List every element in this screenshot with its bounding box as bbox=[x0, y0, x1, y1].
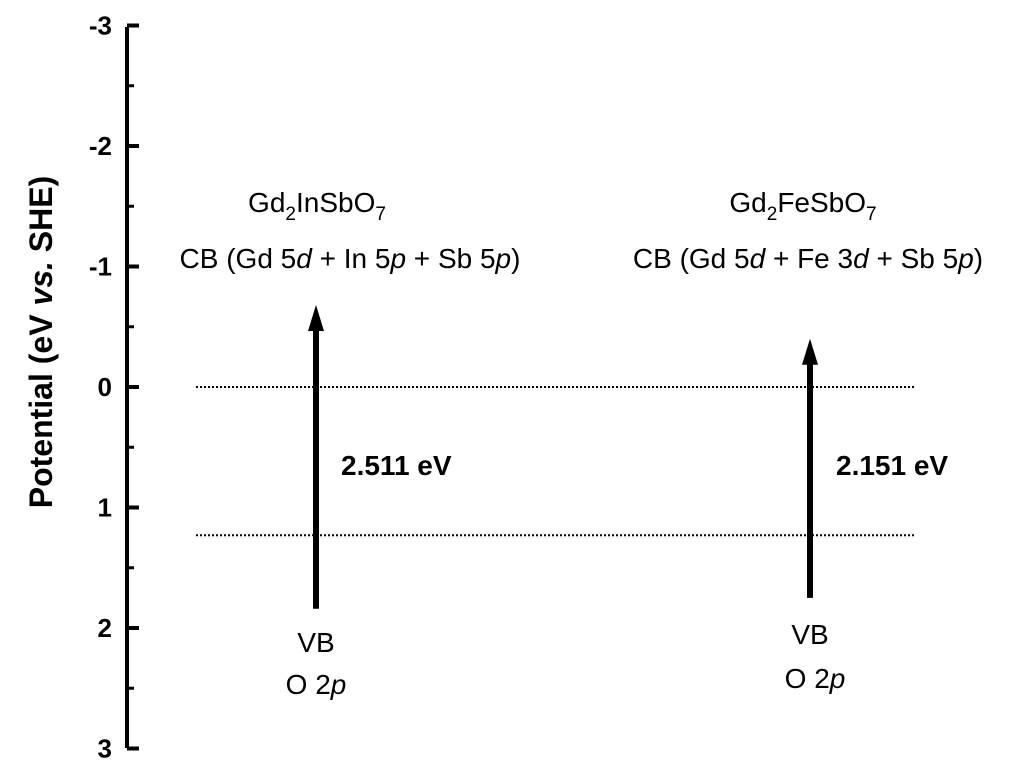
cb-label: CB (Gd 5d + In 5p + Sb 5p) bbox=[180, 243, 521, 274]
bandgap-value: 2.151 eV bbox=[836, 450, 948, 481]
y-tick-label: 1 bbox=[98, 493, 112, 523]
vb-label: VB bbox=[297, 627, 334, 658]
y-tick-label: -2 bbox=[89, 131, 112, 161]
y-axis-title: Potential (eV vs. SHE) bbox=[23, 176, 59, 509]
y-tick-label: 3 bbox=[98, 734, 112, 764]
formula-label: Gd2InSbO7 bbox=[248, 187, 386, 225]
cb-label: CB (Gd 5d + Fe 3d + Sb 5p) bbox=[633, 243, 983, 274]
y-tick-label: 2 bbox=[98, 613, 112, 643]
material-gd2insbo7: Gd2InSbO7 CB (Gd 5d + In 5p + Sb 5p) 2.5… bbox=[180, 187, 521, 700]
formula-label: Gd2FeSbO7 bbox=[729, 187, 876, 225]
y-tick-label: -3 bbox=[89, 11, 112, 41]
bandgap-value: 2.511 eV bbox=[341, 450, 452, 481]
vb-orbital-label: O 2p bbox=[286, 669, 347, 700]
y-axis-ticks: -3 -2 -1 0 1 2 3 bbox=[89, 11, 139, 764]
bandgap-arrowhead bbox=[802, 338, 818, 365]
reference-lines bbox=[196, 386, 914, 537]
y-tick-label: -1 bbox=[89, 252, 112, 282]
y-tick-label: 0 bbox=[98, 372, 112, 402]
bandgap-arrowhead bbox=[308, 305, 324, 332]
vb-label: VB bbox=[791, 619, 828, 650]
material-gd2fesbo7: Gd2FeSbO7 CB (Gd 5d + Fe 3d + Sb 5p) 2.1… bbox=[633, 187, 983, 694]
vb-orbital-label: O 2p bbox=[785, 663, 846, 694]
